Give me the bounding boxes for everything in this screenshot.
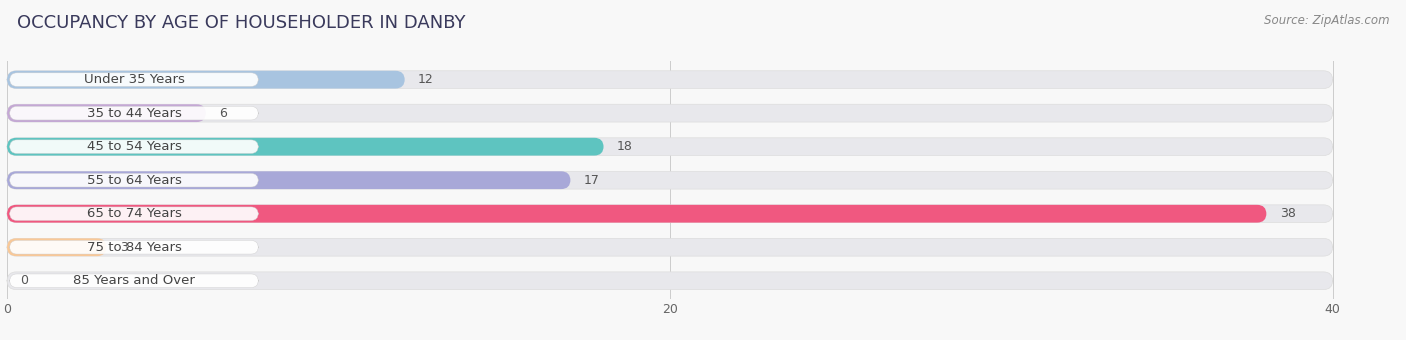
FancyBboxPatch shape xyxy=(7,171,1333,189)
Text: 0: 0 xyxy=(20,274,28,287)
FancyBboxPatch shape xyxy=(10,73,259,86)
FancyBboxPatch shape xyxy=(7,238,107,256)
Text: 55 to 64 Years: 55 to 64 Years xyxy=(87,174,181,187)
FancyBboxPatch shape xyxy=(7,71,1333,88)
Text: 75 to 84 Years: 75 to 84 Years xyxy=(87,241,181,254)
Text: Source: ZipAtlas.com: Source: ZipAtlas.com xyxy=(1264,14,1389,27)
Text: 18: 18 xyxy=(617,140,633,153)
Text: OCCUPANCY BY AGE OF HOUSEHOLDER IN DANBY: OCCUPANCY BY AGE OF HOUSEHOLDER IN DANBY xyxy=(17,14,465,32)
Text: 85 Years and Over: 85 Years and Over xyxy=(73,274,195,287)
FancyBboxPatch shape xyxy=(7,238,1333,256)
FancyBboxPatch shape xyxy=(10,274,259,288)
FancyBboxPatch shape xyxy=(10,207,259,221)
Text: 38: 38 xyxy=(1279,207,1295,220)
FancyBboxPatch shape xyxy=(7,104,1333,122)
FancyBboxPatch shape xyxy=(10,173,259,187)
FancyBboxPatch shape xyxy=(7,171,571,189)
FancyBboxPatch shape xyxy=(7,71,405,88)
FancyBboxPatch shape xyxy=(7,138,603,156)
Text: 12: 12 xyxy=(418,73,433,86)
Text: Under 35 Years: Under 35 Years xyxy=(83,73,184,86)
FancyBboxPatch shape xyxy=(7,205,1333,223)
FancyBboxPatch shape xyxy=(7,138,1333,156)
FancyBboxPatch shape xyxy=(10,140,259,153)
FancyBboxPatch shape xyxy=(10,240,259,254)
FancyBboxPatch shape xyxy=(7,205,1267,223)
Text: 45 to 54 Years: 45 to 54 Years xyxy=(87,140,181,153)
Text: 17: 17 xyxy=(583,174,599,187)
FancyBboxPatch shape xyxy=(7,104,205,122)
Text: 35 to 44 Years: 35 to 44 Years xyxy=(87,107,181,120)
Text: 65 to 74 Years: 65 to 74 Years xyxy=(87,207,181,220)
Text: 6: 6 xyxy=(219,107,226,120)
Text: 3: 3 xyxy=(120,241,128,254)
FancyBboxPatch shape xyxy=(7,272,1333,290)
FancyBboxPatch shape xyxy=(10,106,259,120)
